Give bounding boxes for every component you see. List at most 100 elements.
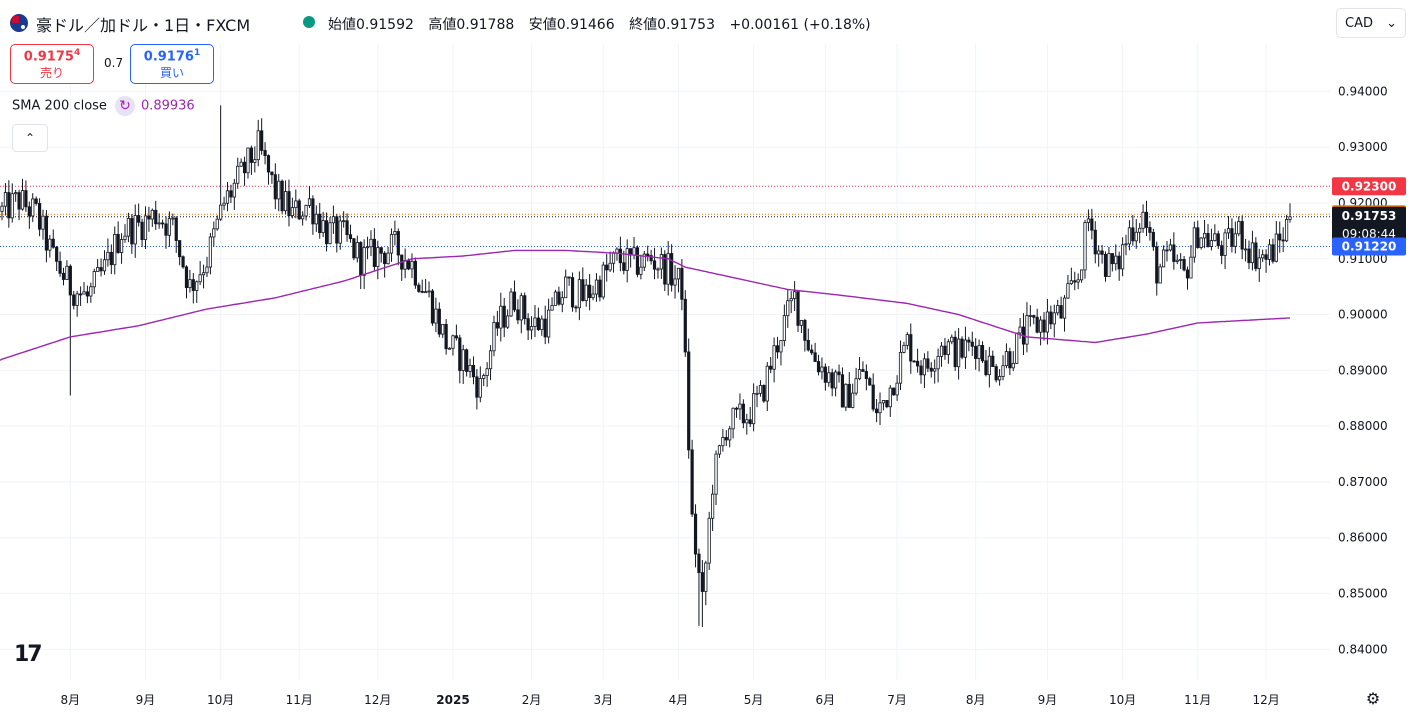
candle xyxy=(813,352,817,362)
candle xyxy=(386,252,390,265)
candle xyxy=(618,248,622,264)
buy-button[interactable]: 0.91761 買い xyxy=(130,44,214,84)
market-open-status-icon xyxy=(303,16,315,28)
candle xyxy=(369,238,373,248)
candle xyxy=(1202,233,1207,239)
gear-icon[interactable]: ⚙ xyxy=(1365,689,1381,708)
candle xyxy=(17,192,21,210)
candle xyxy=(1274,233,1278,262)
candle xyxy=(27,206,31,217)
candle xyxy=(430,290,435,324)
tradingview-logo[interactable]: 17 xyxy=(14,642,43,667)
sma-legend[interactable]: SMA 200 close ↻ 0.89936 xyxy=(12,96,195,116)
candle xyxy=(1264,254,1268,260)
candle xyxy=(529,326,534,331)
candle xyxy=(1008,351,1012,369)
candle xyxy=(690,449,694,515)
candle xyxy=(553,291,558,306)
candle xyxy=(1110,253,1114,265)
candle xyxy=(147,215,151,220)
candle xyxy=(157,222,161,225)
candle xyxy=(779,340,783,353)
candle xyxy=(379,247,383,254)
candle xyxy=(581,279,585,301)
candle xyxy=(516,309,520,321)
x-tick-label: 10月 xyxy=(1109,693,1136,707)
candle xyxy=(78,293,83,296)
candle xyxy=(1001,365,1005,377)
candle xyxy=(622,262,626,271)
collapse-legend-button[interactable]: ⌃ xyxy=(12,124,48,152)
candle xyxy=(130,218,134,245)
candle xyxy=(857,369,862,380)
x-tick-label: 5月 xyxy=(744,693,764,707)
symbol-title[interactable]: 豪ドル／加ドル・1日・FXCM xyxy=(36,16,251,35)
candle xyxy=(1254,242,1258,269)
candle xyxy=(1179,259,1183,261)
chevron-up-icon: ⌃ xyxy=(24,131,36,145)
candle xyxy=(1216,233,1220,247)
sell-button[interactable]: 0.91754 売り xyxy=(10,44,94,84)
candle xyxy=(242,161,247,174)
candle xyxy=(816,361,821,373)
candle xyxy=(1206,233,1210,247)
candle xyxy=(519,295,523,321)
refresh-icon[interactable]: ↻ xyxy=(114,96,135,116)
candle xyxy=(96,267,100,272)
candle xyxy=(99,267,103,272)
candle xyxy=(1052,312,1056,325)
candle xyxy=(338,220,342,244)
candle xyxy=(560,297,564,305)
candle xyxy=(758,385,763,394)
candle xyxy=(987,355,991,376)
candle xyxy=(1240,221,1244,250)
candle xyxy=(188,279,192,289)
candle xyxy=(270,171,274,176)
candle xyxy=(1076,279,1080,283)
candle xyxy=(1158,266,1162,284)
candle xyxy=(44,215,49,251)
candle xyxy=(55,246,59,262)
candle xyxy=(61,272,66,280)
candle xyxy=(547,309,551,338)
candle xyxy=(0,205,4,212)
sell-label: 売り xyxy=(39,66,64,81)
candle xyxy=(143,215,148,241)
close-value: 0.91753 xyxy=(657,17,715,33)
candle xyxy=(51,238,55,248)
candle xyxy=(307,198,312,206)
candle xyxy=(608,262,612,271)
candle xyxy=(1015,332,1019,364)
sell-price: 0.91754 xyxy=(23,48,81,65)
candle xyxy=(1281,239,1285,242)
candle xyxy=(1028,315,1032,317)
candle xyxy=(1117,255,1121,270)
candle xyxy=(109,251,113,266)
candle xyxy=(611,252,616,264)
candle xyxy=(342,220,346,223)
x-tick-label: 4月 xyxy=(669,693,689,707)
candle xyxy=(31,198,35,217)
candle xyxy=(683,298,687,353)
candle xyxy=(707,517,711,564)
candle xyxy=(458,337,462,371)
candle xyxy=(680,267,684,300)
currency-selector[interactable]: CAD ⌄ xyxy=(1336,8,1406,38)
candle xyxy=(1134,231,1138,242)
candle xyxy=(1038,319,1043,333)
candle xyxy=(1271,244,1275,262)
y-tick-label: 0.93000 xyxy=(1338,140,1388,154)
x-tick-label: 2025 xyxy=(436,693,469,707)
candle xyxy=(181,256,185,268)
candle xyxy=(1172,244,1176,262)
candle xyxy=(929,367,933,372)
candle xyxy=(782,315,786,341)
candle xyxy=(417,284,421,292)
y-tick-label: 0.86000 xyxy=(1338,531,1388,545)
candle xyxy=(266,155,271,173)
candle xyxy=(1288,216,1292,220)
candle xyxy=(495,322,499,329)
candle xyxy=(468,365,472,372)
candle xyxy=(803,320,807,341)
